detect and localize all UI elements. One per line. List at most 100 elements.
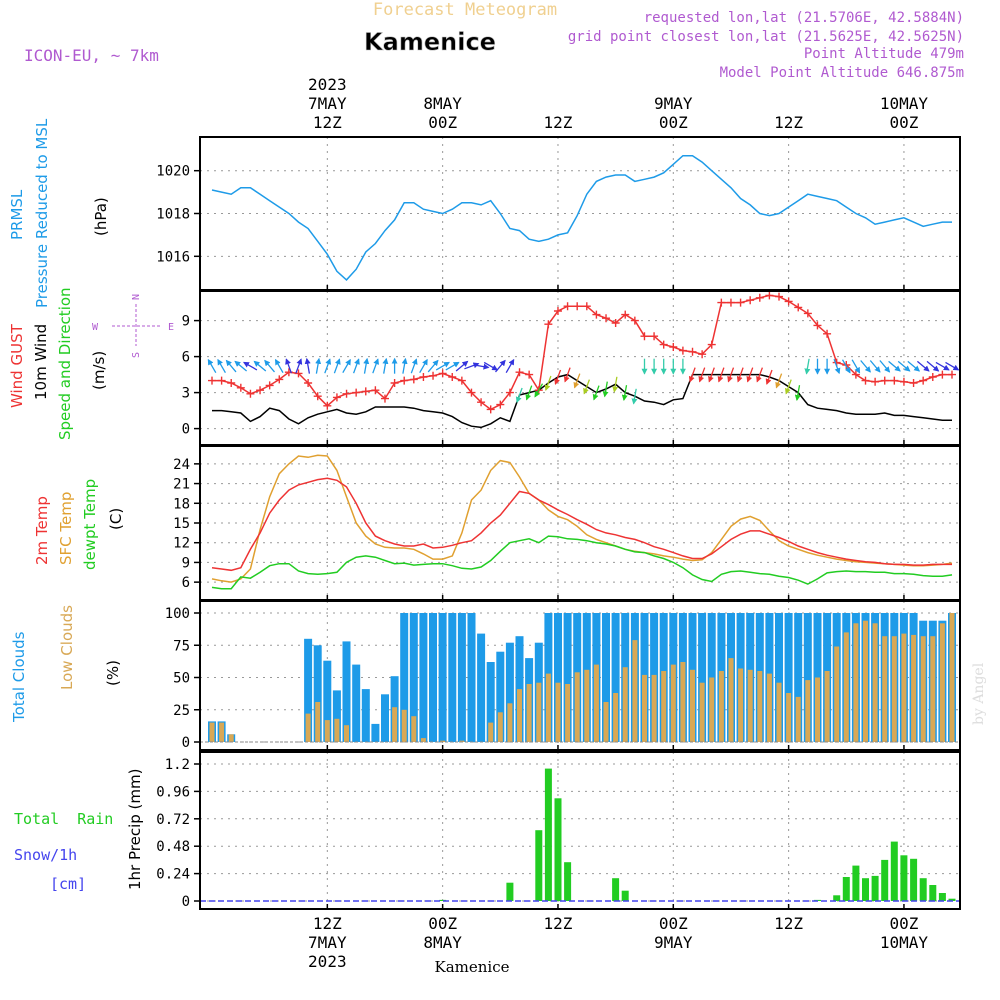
gust-label: Wind GUST xyxy=(8,323,26,408)
time-label-top: 00Z xyxy=(428,113,457,132)
total-cloud-bar xyxy=(409,613,418,742)
gust-marker xyxy=(573,302,582,311)
time-label-bottom: 00Z xyxy=(428,914,457,933)
location-title: Kamenice xyxy=(364,28,496,56)
time-label-bottom: 12Z xyxy=(313,914,342,933)
clouds-ytick-label: 75 xyxy=(173,638,190,654)
gust-marker xyxy=(698,350,707,359)
gust-marker xyxy=(486,405,495,414)
gust-marker xyxy=(803,309,812,318)
wind-unit: (m/s) xyxy=(90,351,108,390)
low-cloud-bar xyxy=(315,702,321,742)
wind-direction-arrow xyxy=(879,360,891,373)
gust-marker xyxy=(775,292,784,301)
gust-marker xyxy=(438,369,447,378)
gridlines xyxy=(200,137,960,909)
low-cloud-bar xyxy=(497,712,503,742)
low-cloud-bar xyxy=(738,668,744,742)
total-cloud-bar xyxy=(361,689,370,742)
gust-marker xyxy=(400,376,409,385)
wind-direction-arrow xyxy=(295,358,303,374)
sfc-label: SFC Temp xyxy=(57,492,75,565)
total-cloud-bar xyxy=(323,660,332,742)
low-cloud-bar xyxy=(795,696,801,742)
gust-marker xyxy=(361,387,370,396)
precip-ytick-label: 0.72 xyxy=(156,812,190,828)
low-cloud-bar xyxy=(488,722,494,742)
gust-marker xyxy=(429,371,438,380)
total-cloud-bar xyxy=(342,641,351,742)
total-cloud-bar xyxy=(784,613,793,742)
low-cloud-bar xyxy=(680,662,686,742)
low-cloud-bar xyxy=(949,613,955,742)
temperature-ytick-label: 15 xyxy=(173,516,190,532)
dewpt-line xyxy=(211,535,953,590)
gust-marker xyxy=(755,293,764,302)
total-cloud-bar xyxy=(505,642,514,742)
wind-direction-arrow xyxy=(473,363,490,370)
wind-direction-arrow xyxy=(435,361,450,371)
low-cloud-bar xyxy=(718,671,724,742)
gust-marker xyxy=(448,373,457,381)
time-label-bottom: 9MAY xyxy=(654,933,693,952)
time-label-top: 12Z xyxy=(313,113,342,132)
point-altitude: Point Altitude 479m xyxy=(804,46,964,62)
rain-bar xyxy=(612,878,620,901)
wind-direction-arrow xyxy=(841,359,851,374)
low-cloud-bar xyxy=(863,620,868,742)
gust-marker xyxy=(861,376,870,385)
gust-marker xyxy=(880,376,889,385)
gust-marker xyxy=(342,389,351,398)
total-cloud-bar xyxy=(448,613,457,742)
temperature-ytick-label: 6 xyxy=(182,575,190,591)
total-cloud-bar xyxy=(698,613,707,742)
total-cloud-bar xyxy=(381,694,389,742)
wind-direction-arrow xyxy=(274,358,284,374)
wind-direction-arrow xyxy=(483,361,499,371)
low-cloud-bar xyxy=(843,632,849,742)
gust-marker xyxy=(813,321,822,330)
low-cloud-bar xyxy=(593,664,599,742)
low-cloud-bar xyxy=(911,634,917,742)
wind-direction-arrow xyxy=(804,358,811,375)
pressure-unit: (hPa) xyxy=(92,197,110,236)
compass-west: W xyxy=(92,322,99,333)
low-cloud-bar xyxy=(526,684,532,742)
rain-bar xyxy=(506,882,514,901)
wind-direction-arrow xyxy=(217,358,226,374)
total-clouds-label: Total Clouds xyxy=(10,631,28,723)
wind-direction-arrow xyxy=(583,379,591,395)
gust-marker xyxy=(544,320,553,329)
gust-marker xyxy=(899,377,908,386)
wind-ytick-label: 0 xyxy=(182,422,190,438)
wind-direction-arrow xyxy=(756,367,764,383)
wind-direction-arrow xyxy=(888,360,901,372)
total-cloud-bar xyxy=(803,613,812,742)
low-cloud-bar xyxy=(690,669,695,742)
precip-ytick-label: 0.96 xyxy=(156,784,190,800)
precip-unit: 1hr Precip (mm) xyxy=(126,769,144,890)
gust-marker xyxy=(630,316,639,325)
wind-direction-arrow xyxy=(698,367,706,383)
wind-direction-arrow xyxy=(935,361,950,371)
low-cloud-bar xyxy=(901,633,907,742)
sfc-temp-line xyxy=(211,454,953,583)
gust-marker xyxy=(352,388,361,397)
temperature-ytick-label: 24 xyxy=(173,457,190,473)
low-cloud-bar xyxy=(209,722,215,742)
gust-marker xyxy=(265,381,274,390)
gust-marker xyxy=(275,375,284,384)
total-cloud-bar xyxy=(304,638,313,742)
gust-marker xyxy=(592,310,601,319)
gust-marker xyxy=(217,376,226,385)
wind-direction-arrow xyxy=(234,360,248,372)
gust-marker xyxy=(419,373,428,381)
wind-direction-arrow xyxy=(563,367,571,383)
dew-label: dewpt Temp xyxy=(81,479,99,570)
gust-marker xyxy=(717,298,726,307)
wind-direction-arrow xyxy=(342,358,351,374)
temp-2m-line xyxy=(211,477,952,572)
total-cloud-bar xyxy=(419,613,428,742)
total-cloud-bar xyxy=(457,613,466,742)
gust-marker xyxy=(371,386,380,395)
